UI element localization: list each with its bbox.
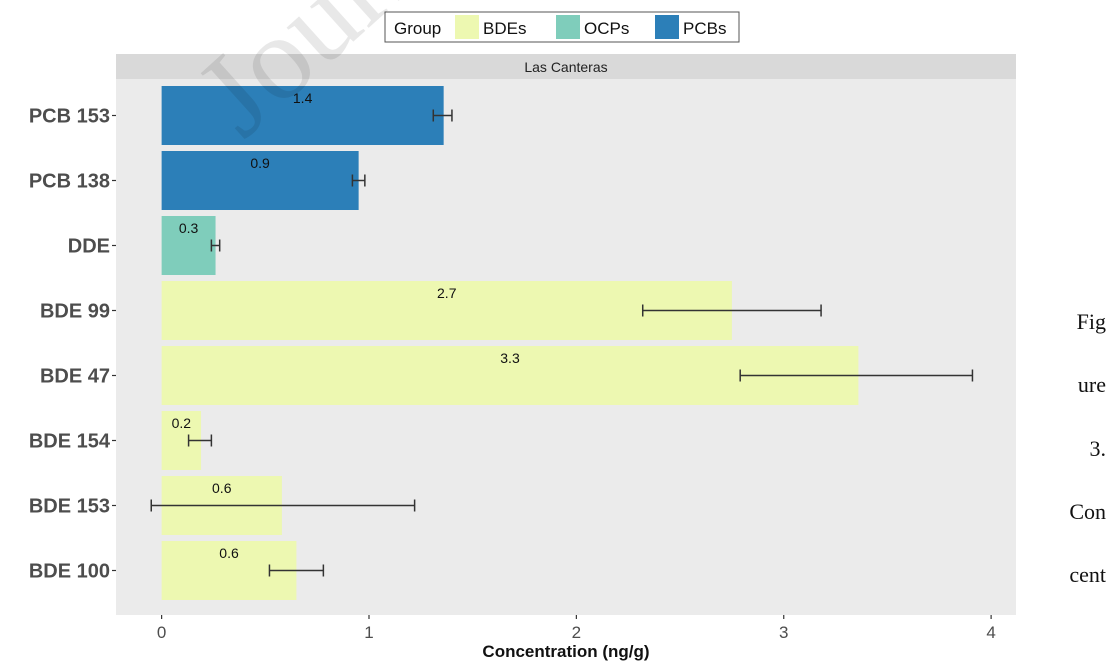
y-tick-label: BDE 47 [40, 366, 110, 388]
caption-line-1: Fig [1076, 309, 1106, 334]
y-tick-label: DDE [68, 236, 110, 258]
y-tick-label: BDE 153 [29, 496, 110, 518]
data-label: 0.6 [212, 480, 232, 496]
legend-key-bdes [455, 15, 479, 39]
legend-label-pcbs: PCBs [683, 19, 726, 38]
y-tick-label: BDE 154 [29, 431, 111, 453]
y-tick-label: BDE 99 [40, 301, 110, 323]
y-tick-label: BDE 100 [29, 561, 110, 583]
x-axis-title: Concentration (ng/g) [482, 642, 649, 661]
x-tick-label: 4 [986, 623, 995, 642]
legend-key-pcbs [655, 15, 679, 39]
legend-label-ocps: OCPs [584, 19, 629, 38]
data-label: 0.2 [172, 415, 192, 431]
legend-title: Group [394, 19, 441, 38]
data-label: 2.7 [437, 285, 457, 301]
data-label: 0.9 [250, 155, 270, 171]
x-tick-label: 1 [364, 623, 373, 642]
data-label: 0.3 [179, 220, 199, 236]
x-tick-label: 3 [779, 623, 788, 642]
caption-line-2: ure [1077, 372, 1106, 397]
caption-line-5: cent [1069, 562, 1106, 587]
data-label: 3.3 [500, 350, 520, 366]
facet-strip [116, 54, 1016, 79]
data-label: 0.6 [219, 545, 239, 561]
y-tick-label: PCB 138 [29, 171, 110, 193]
bar [161, 281, 732, 340]
y-tick-label: PCB 153 [29, 106, 110, 128]
bar [161, 151, 359, 210]
legend-key-ocps [556, 15, 580, 39]
legend-label-bdes: BDEs [483, 19, 526, 38]
bar [161, 216, 216, 275]
caption-line-3: 3. [1089, 436, 1107, 461]
facet-title: Las Canteras [524, 59, 607, 75]
caption-line-4: Con [1069, 499, 1106, 524]
bar [161, 86, 444, 145]
x-tick-label: 0 [157, 623, 166, 642]
x-tick-label: 2 [572, 623, 581, 642]
data-label: 1.4 [293, 90, 313, 106]
